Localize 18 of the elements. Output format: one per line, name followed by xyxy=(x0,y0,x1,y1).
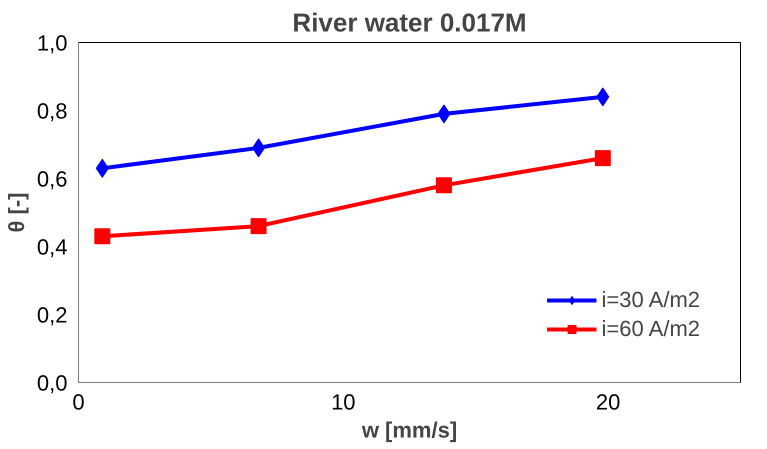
x-axis-title: w [mm/s] xyxy=(360,418,458,442)
x-tick-label: 0 xyxy=(72,390,85,414)
x-tick-label: 20 xyxy=(596,390,620,414)
y-tick-label: 0,8 xyxy=(36,98,68,124)
legend-label: i=30 A/m2 xyxy=(602,287,700,313)
y-tick-label: 0,0 xyxy=(36,370,68,396)
y-tick-label: 1,0 xyxy=(36,30,68,56)
point xyxy=(94,228,110,244)
chart-title: River water 0.017M xyxy=(292,8,527,38)
legend-label: i=60 A/m2 xyxy=(602,316,700,342)
y-axis-title: θ [-] xyxy=(4,192,29,232)
y-tick-label: 0,4 xyxy=(36,234,68,260)
point xyxy=(436,177,452,194)
x-tick-label: 10 xyxy=(331,390,356,414)
y-tick-label: 0,2 xyxy=(36,302,68,328)
y-tick-label: 0,6 xyxy=(36,166,68,192)
point xyxy=(250,218,267,234)
point xyxy=(594,150,611,166)
